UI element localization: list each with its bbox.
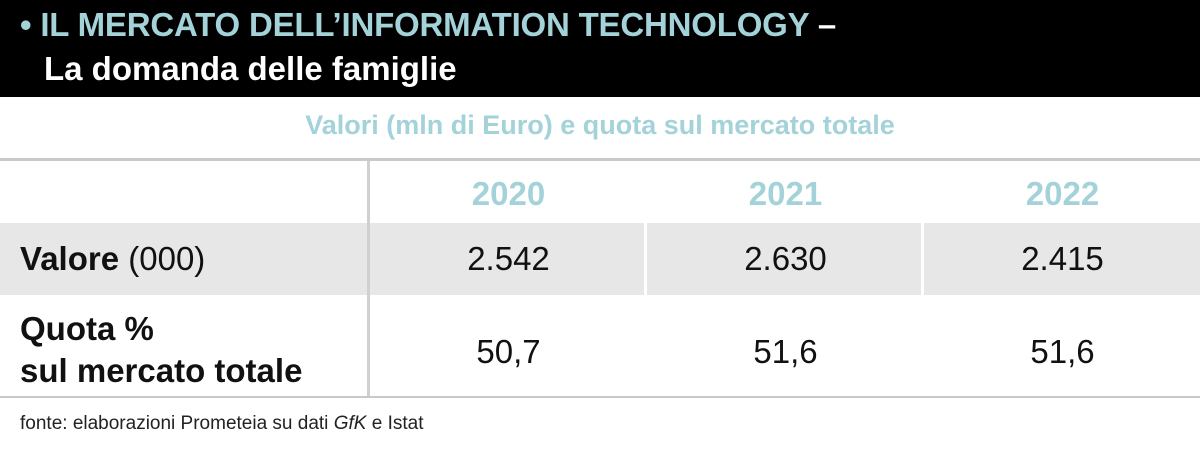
column-header-2020: 2020 bbox=[471, 175, 546, 212]
cell-valore-2020: 2.542 bbox=[467, 240, 550, 277]
row-label-quota-line2: sul mercato totale bbox=[20, 352, 303, 389]
chart-title: • IL MERCATO DELL’INFORMATION TECHNOLOGY… bbox=[20, 6, 836, 44]
column-separator bbox=[921, 223, 924, 295]
row-label-quota-line1: Quota % bbox=[20, 310, 154, 347]
table-caption: Valori (mln di Euro) e quota sul mercato… bbox=[305, 110, 895, 140]
cell-quota-2021: 51,6 bbox=[753, 333, 818, 370]
row-label-valore-bold: Valore bbox=[20, 240, 120, 277]
chart-subtitle: La domanda delle famiglie bbox=[44, 50, 457, 87]
column-separator bbox=[644, 223, 647, 295]
title-bar: • IL MERCATO DELL’INFORMATION TECHNOLOGY… bbox=[0, 0, 1200, 97]
source-prefix: fonte: elaborazioni Prometeia su dati bbox=[20, 413, 329, 434]
label-column-separator bbox=[367, 161, 370, 396]
title-bullet: • bbox=[20, 6, 32, 43]
cell-quota-2022: 51,6 bbox=[1030, 333, 1095, 370]
column-header-2021: 2021 bbox=[748, 175, 823, 212]
source-note: fonte: elaborazioni Prometeia su dati Gf… bbox=[20, 413, 423, 435]
cell-valore-2022: 2.415 bbox=[1021, 240, 1104, 277]
cell-valore-2021: 2.630 bbox=[744, 240, 827, 277]
row-label-valore-unit: (000) bbox=[128, 240, 206, 277]
source-italic: GfK bbox=[333, 413, 367, 434]
row-highlight-band bbox=[0, 223, 1200, 295]
cell-quota-2020: 50,7 bbox=[476, 333, 541, 370]
table-bottom-rule bbox=[0, 396, 1200, 398]
title-text: IL MERCATO DELL’INFORMATION TECHNOLOGY bbox=[40, 6, 809, 43]
table-top-rule bbox=[0, 158, 1200, 161]
row-label-quota: Quota % sul mercato totale bbox=[20, 308, 302, 392]
source-suffix: e Istat bbox=[371, 413, 424, 434]
title-dash: – bbox=[817, 6, 836, 43]
row-label-valore: Valore (000) bbox=[20, 240, 205, 278]
column-header-2022: 2022 bbox=[1025, 175, 1100, 212]
